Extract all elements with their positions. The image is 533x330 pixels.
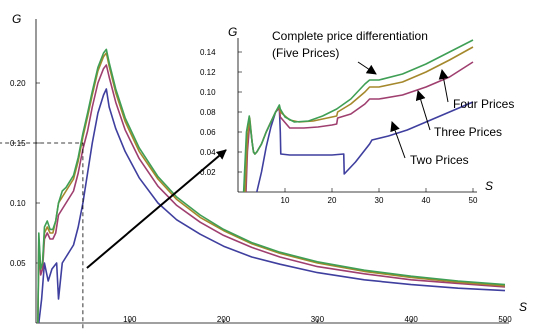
inset-x-axis-title: S — [485, 179, 493, 193]
main-x-tick-label: 200 — [217, 315, 231, 324]
main-y-tick-label: 0.05 — [10, 259, 26, 268]
inset-x-tick-label: 40 — [422, 196, 431, 205]
inset-y-tick-label: 0.02 — [200, 168, 216, 177]
main-series-line-3 — [37, 48, 506, 324]
inset-x-tick-label: 50 — [469, 196, 478, 205]
inset-y-tick-label: 0.06 — [200, 128, 216, 137]
inset-y-tick-label: 0.04 — [200, 148, 216, 157]
inset-x-tick-label: 10 — [281, 196, 290, 205]
main-series-line-1 — [37, 64, 506, 324]
annotation-two-prices: Two Prices — [410, 153, 469, 167]
main-x-tick-label: 400 — [405, 315, 419, 324]
annotation-five-prices: (Five Prices) — [272, 46, 339, 60]
main-y-tick-label: 0.10 — [10, 199, 26, 208]
annotations: Complete price differentiation (Five Pri… — [86, 29, 514, 269]
main-y-tick-label: 0.15 — [10, 139, 26, 148]
inset-series-line-3 — [242, 39, 474, 193]
main-x-tick-label: 500 — [498, 315, 512, 324]
zoom-arrow — [86, 149, 227, 269]
arrow-to-two-prices — [390, 121, 406, 159]
main-x-tick-label: 100 — [123, 315, 137, 324]
main-chart: 100 200 300 400 500 0.05 0.10 0.15 0.20 S G — [0, 12, 527, 329]
zoom-region-box — [0, 142, 84, 329]
main-y-axis-title: G — [12, 12, 21, 26]
main-series-line-2 — [37, 52, 506, 324]
inset-y-tick-label: 0.10 — [200, 88, 216, 97]
inset-x-tick-label: 20 — [328, 196, 337, 205]
arrow-to-five-prices — [357, 61, 377, 75]
inset-y-tick-label: 0.12 — [200, 68, 216, 77]
main-series-line-0 — [38, 88, 506, 324]
annotation-four-prices: Four Prices — [453, 97, 514, 111]
main-x-axis-title: S — [519, 300, 527, 314]
main-y-tick-label: 0.20 — [10, 79, 26, 88]
inset-y-tick-label: 0.14 — [200, 48, 216, 57]
arrow-to-three-prices — [415, 90, 431, 131]
arrow-to-four-prices — [438, 69, 449, 103]
inset-y-tick-label: 0.08 — [200, 108, 216, 117]
inset-chart: 10 20 30 40 50 0.02 0.04 0.06 0.08 0.10 0.12 0.14 S G — [195, 25, 527, 206]
inset-y-axis-title: G — [228, 25, 237, 39]
inset-x-tick-label: 30 — [375, 196, 384, 205]
annotation-complete-price: Complete price differentiation — [272, 29, 428, 43]
main-x-tick-label: 300 — [311, 315, 325, 324]
annotation-three-prices: Three Prices — [434, 125, 502, 139]
